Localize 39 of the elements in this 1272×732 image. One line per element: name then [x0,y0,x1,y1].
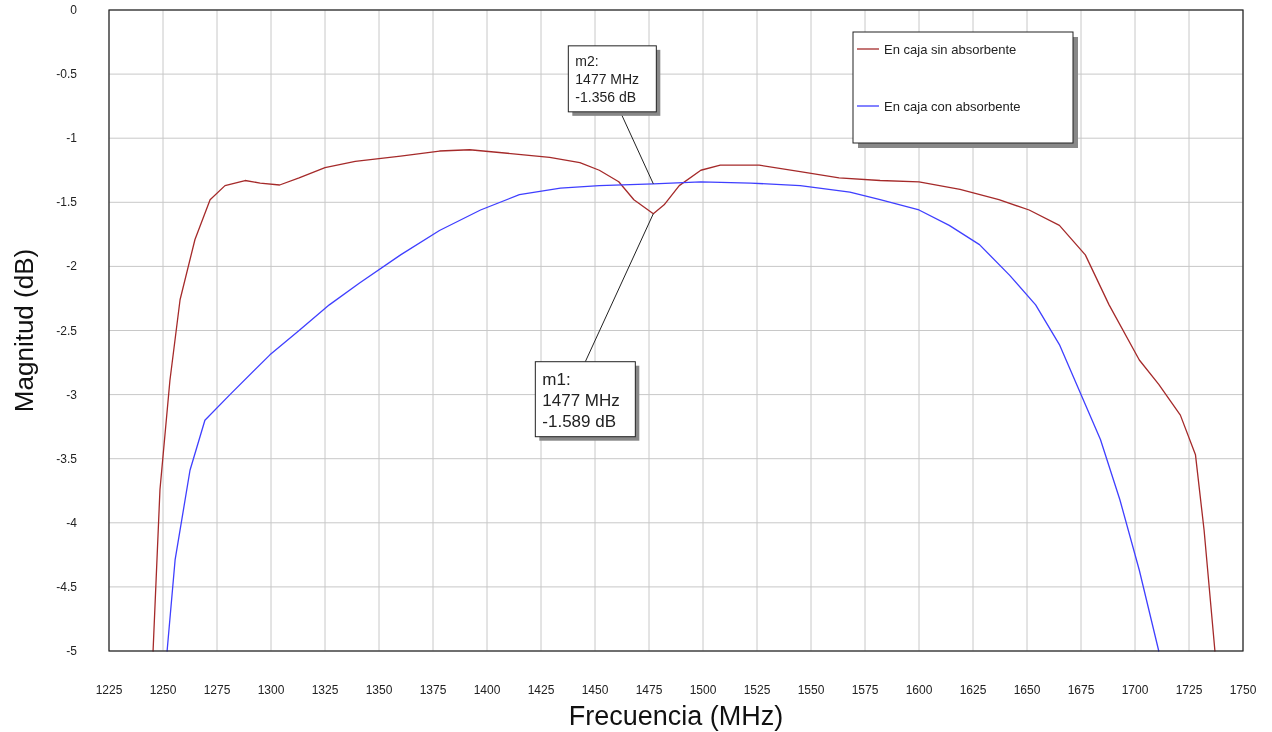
x-tick-label: 1300 [257,683,285,697]
x-tick-label: 1450 [581,683,609,697]
y-axis-title: Magnitud (dB) [9,248,39,413]
x-tick-label: 1475 [635,683,663,697]
x-tick-label: 1725 [1175,683,1203,697]
x-tick-label: 1325 [311,683,339,697]
x-tick-label: 1500 [689,683,717,697]
y-tick-label: -3 [66,387,78,402]
y-tick-label: -4.5 [56,579,78,594]
y-tick-label: -1 [66,131,78,146]
x-tick-label: 1750 [1229,683,1257,697]
y-tick-label: -5 [66,644,78,658]
x-tick-label: 1550 [797,683,825,697]
x-tick-label: 1225 [95,683,123,697]
y-tick-label: -0.5 [56,67,78,82]
x-tick-label: 1700 [1121,683,1149,697]
y-tick-label: -4 [66,515,78,530]
y-tick-label: -1.5 [56,195,78,210]
legend-label: En caja con absorbente [884,99,1021,114]
x-axis-title: Frecuencia (MHz) [568,701,784,731]
x-tick-label: 1350 [365,683,393,697]
y-tick-label: -2 [66,259,78,274]
x-tick-label: 1425 [527,683,555,697]
y-tick-label: 0 [70,3,78,17]
x-tick-label: 1650 [1013,683,1041,697]
y-tick-label: -3.5 [56,451,78,466]
annotation: m1: 1477 MHz -1.589 dB [542,369,620,431]
x-tick-label: 1250 [149,683,177,697]
x-tick-label: 1575 [851,683,879,697]
x-tick-label: 1600 [905,683,933,697]
x-tick-label: 1625 [959,683,987,697]
x-tick-label: 1525 [743,683,771,697]
legend-label: En caja sin absorbente [884,42,1017,57]
x-tick-label: 1375 [419,683,447,697]
x-tick-label: 1400 [473,683,501,697]
x-tick-label: 1275 [203,683,231,697]
x-tick-label: 1675 [1067,683,1095,697]
y-tick-label: -2.5 [56,323,78,338]
annotation: m2: 1477 MHz -1.356 dB [575,52,640,105]
